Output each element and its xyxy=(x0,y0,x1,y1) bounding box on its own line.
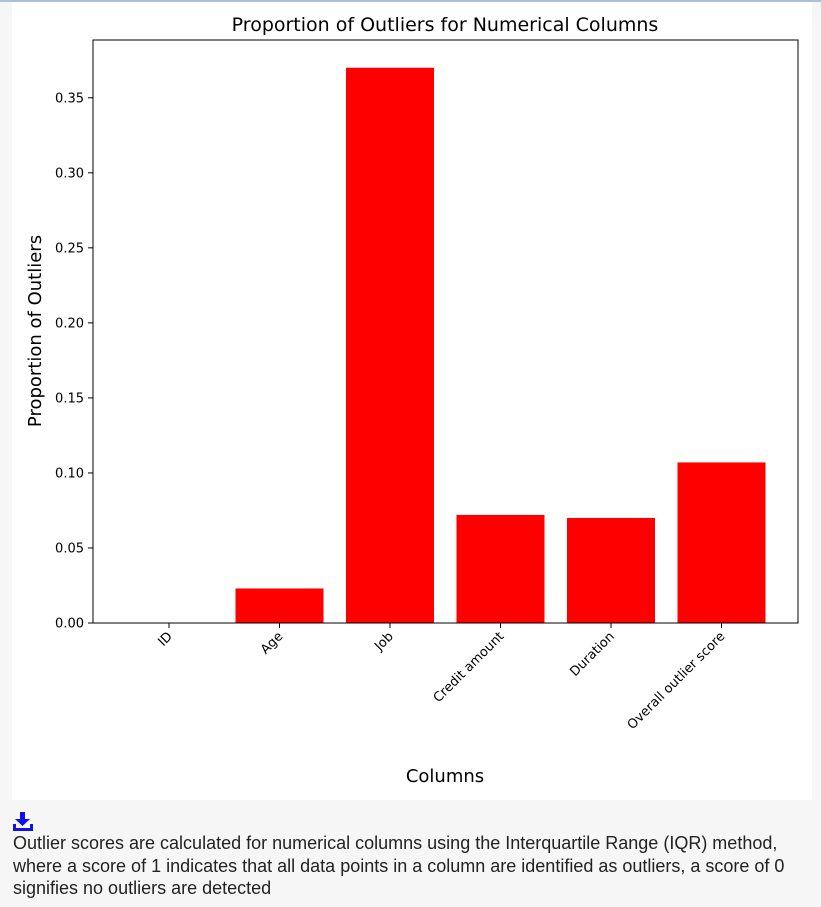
y-tick-label: 0.10 xyxy=(55,466,84,481)
bars-group xyxy=(235,67,766,623)
y-tick-label: 0.30 xyxy=(55,166,84,181)
bar-chart: Proportion of Outliers for Numerical Col… xyxy=(25,14,799,787)
bar-overall-outlier-score xyxy=(677,462,766,623)
chart-card: Proportion of Outliers for Numerical Col… xyxy=(12,2,812,800)
bar-duration xyxy=(567,517,655,623)
bar-job xyxy=(346,67,434,623)
x-tick-label: Job xyxy=(371,629,396,654)
plot-frame xyxy=(92,39,799,624)
y-axis-label: Proportion of Outliers xyxy=(25,235,46,427)
y-tick-label: 0.20 xyxy=(55,316,84,331)
x-tick-label: Overall outlier score xyxy=(625,629,729,733)
bar-credit-amount xyxy=(456,514,545,623)
download-icon xyxy=(13,812,33,831)
x-tick-label: Duration xyxy=(567,629,618,680)
x-tick-label: ID xyxy=(155,629,175,649)
x-axis-label: Columns xyxy=(406,766,484,787)
download-button[interactable] xyxy=(12,812,34,832)
x-tick-label: Credit amount xyxy=(431,629,508,706)
bar-age xyxy=(235,588,324,623)
top-border xyxy=(0,0,821,2)
y-tick-label: 0.35 xyxy=(55,91,84,106)
y-tick-label: 0.05 xyxy=(55,541,84,556)
x-axis: ID Age Job Credit amount Duration Overall out… xyxy=(155,623,728,733)
y-tick-label: 0.25 xyxy=(55,241,84,256)
chart-title: Proportion of Outliers for Numerical Col… xyxy=(232,14,659,36)
y-axis: 0.00 0.05 0.10 0.15 0.20 0.25 0.30 0.35 xyxy=(55,91,93,632)
y-tick-label: 0.00 xyxy=(55,617,84,632)
outlier-score-note: Outlier scores are calculated for numeri… xyxy=(13,833,785,898)
y-tick-label: 0.15 xyxy=(55,391,84,406)
x-tick-label: Age xyxy=(258,629,286,657)
